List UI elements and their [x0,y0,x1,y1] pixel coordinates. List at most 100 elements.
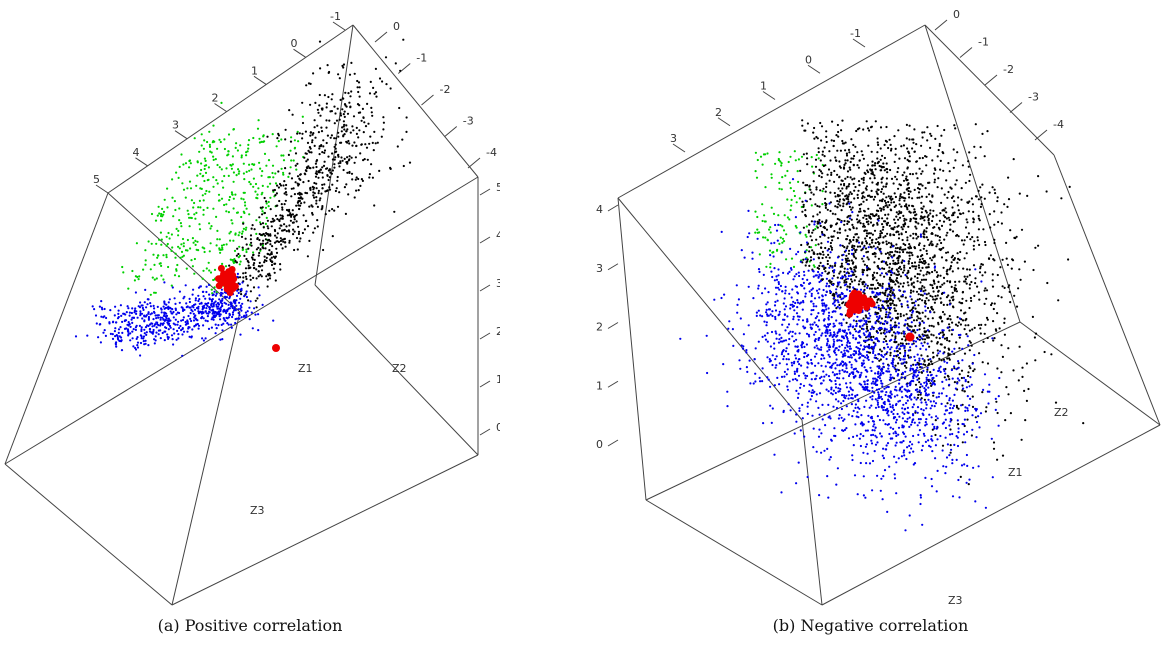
green-point [203,167,206,171]
black-point [871,238,874,241]
blue-point [845,294,848,298]
green-point [167,265,170,269]
black-point [935,271,938,274]
black-point [917,317,920,320]
right-axis-tick [479,188,491,196]
blue-point [120,349,124,352]
black-point [909,234,912,237]
black-point [299,204,302,207]
black-point [319,114,322,117]
blue-point [930,416,933,419]
black-point [952,213,955,217]
black-point [819,159,822,162]
black-point [955,179,958,182]
blue-point [894,421,898,424]
blue-point [936,417,939,420]
black-point [318,145,321,148]
black-point [316,124,319,127]
black-point [894,250,897,253]
green-point [219,251,222,254]
blue-point [153,338,156,341]
black-point [871,252,874,256]
black-point [939,331,942,334]
black-point [931,286,934,290]
black-point [929,371,932,374]
blue-point [171,338,174,341]
black-point [866,164,869,167]
black-point [846,216,849,219]
black-point [932,334,935,337]
black-point [959,309,963,312]
green-point [159,231,162,234]
black-point [959,475,962,478]
black-point [810,239,813,242]
black-point [871,160,874,163]
black-point [916,187,920,190]
black-point [949,451,952,454]
blue-point [120,336,123,339]
blue-point [257,329,260,332]
black-point [314,172,317,175]
black-point [1012,369,1015,372]
black-point [960,198,963,201]
black-point [823,267,826,271]
black-point [855,129,858,133]
black-point [1018,345,1021,348]
blue-point [831,393,834,396]
blue-point [892,427,895,430]
black-point [295,213,298,216]
black-point [267,234,270,237]
black-point [925,249,928,252]
blue-point [969,397,972,400]
black-point [810,220,813,223]
black-point [917,304,920,307]
green-point [175,268,178,271]
green-point [227,174,230,177]
blue-point [898,389,901,392]
blue-point [767,314,770,317]
blue-point [961,347,964,350]
green-point [227,133,231,136]
black-point [892,233,895,236]
blue-point [877,388,881,391]
black-point [902,282,905,285]
black-point [853,268,856,271]
black-point [802,205,805,208]
black-point [327,178,330,182]
green-point [174,256,177,259]
green-point [171,196,174,199]
black-point [886,206,889,209]
green-point [810,156,813,159]
blue-point [793,370,796,373]
green-point [263,152,267,155]
black-point [889,354,892,357]
black-point [962,267,965,270]
black-point [966,221,969,224]
black-point [240,293,243,296]
blue-point [786,385,789,388]
black-point [993,259,996,262]
right-axis-tick-label: 0 [496,421,500,434]
black-point [996,367,999,370]
black-point [927,221,930,224]
blue-point [752,297,755,300]
black-point [850,267,853,271]
blue-point [913,355,916,358]
black-point [843,184,846,187]
black-point [911,147,914,150]
blue-point [197,299,200,303]
black-point [843,163,846,166]
blue-point [130,311,133,315]
black-point [924,315,927,318]
blue-point [906,417,909,420]
blue-point [159,329,162,332]
black-point [936,294,939,297]
black-point [317,176,320,179]
black-point [845,154,849,157]
blue-point [181,318,185,322]
black-point [253,228,256,231]
black-point [990,302,994,305]
black-point [326,134,329,137]
green-point [764,236,767,239]
blue-point [867,420,870,423]
